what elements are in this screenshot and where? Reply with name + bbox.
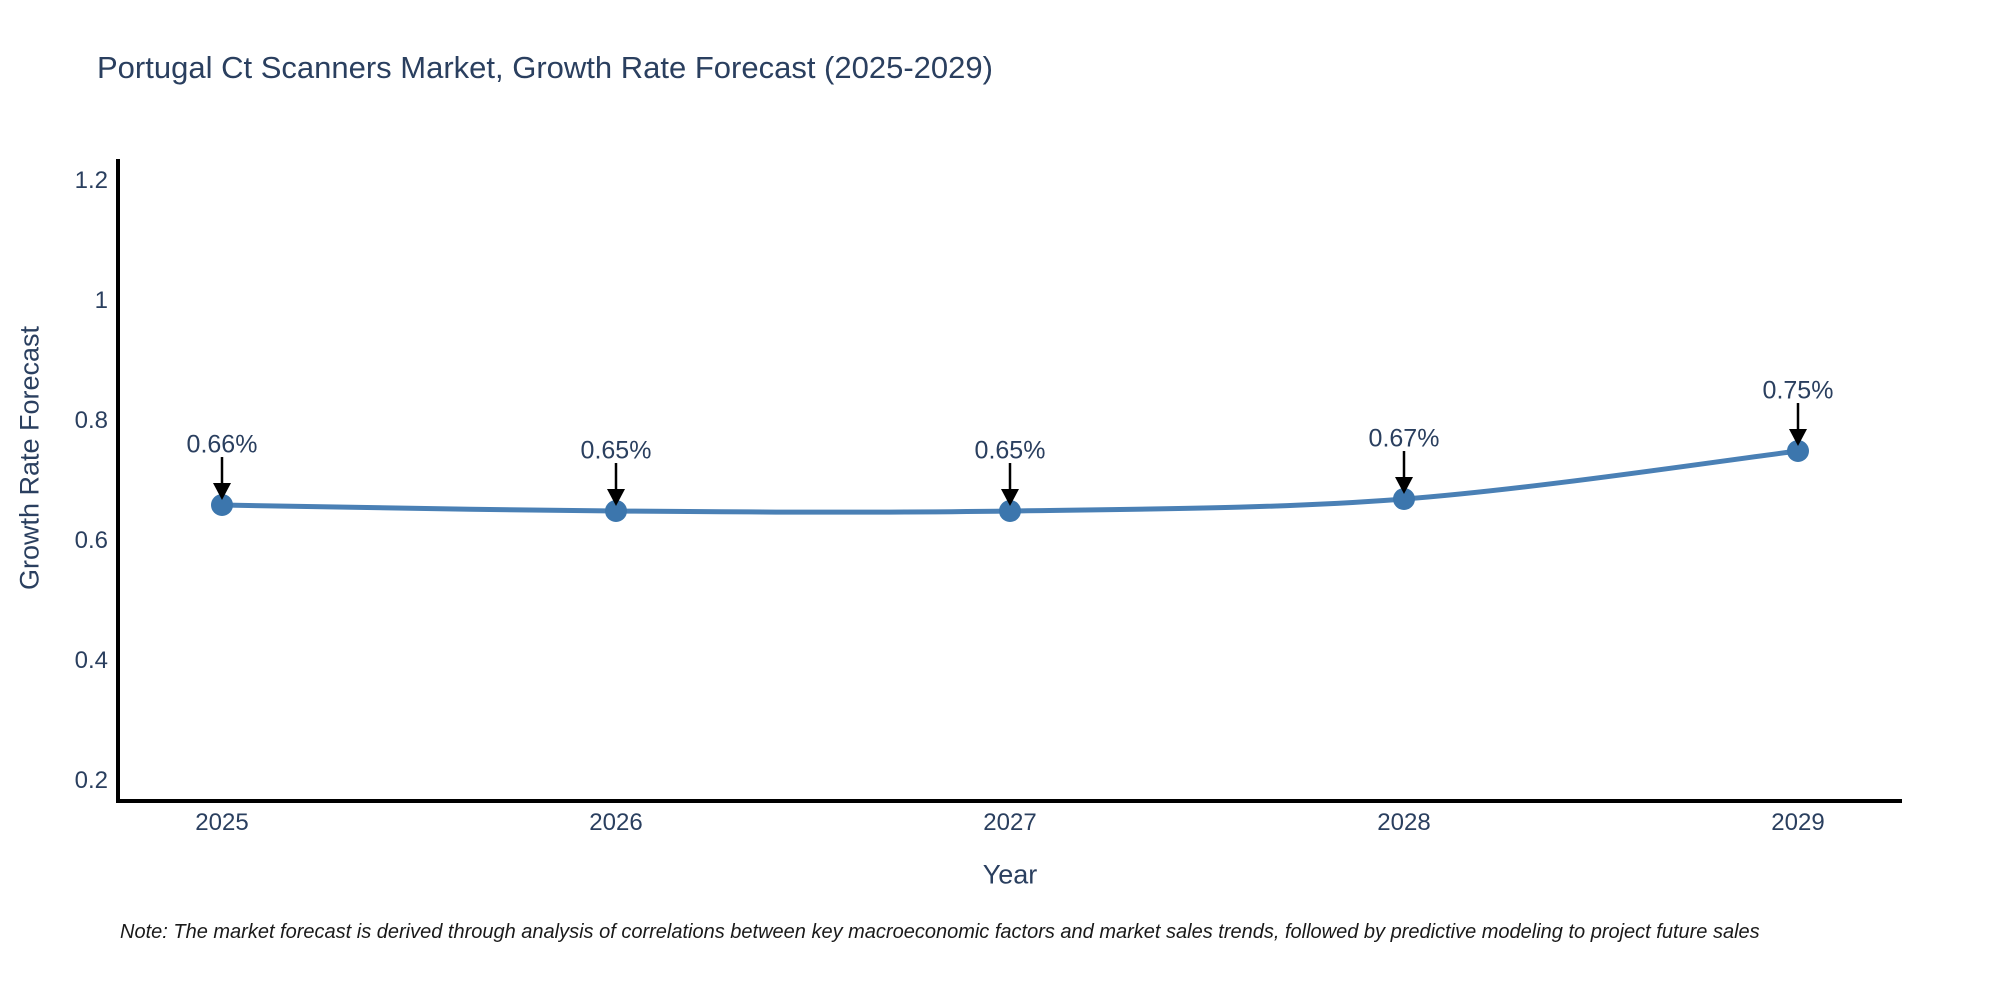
point-label: 0.65%	[580, 436, 652, 465]
annotation-arrow-head	[213, 483, 231, 501]
note-text: Note: The market forecast is derived thr…	[120, 921, 1760, 943]
y-axis-title: Growth Rate Forecast	[14, 325, 45, 591]
y-tick-label: 0.2	[74, 767, 108, 795]
data-point-marker	[1787, 440, 1809, 463]
data-point-marker	[211, 494, 233, 517]
x-tick-label: 2025	[195, 809, 249, 836]
annotation-arrow-head	[1001, 489, 1019, 507]
point-label: 0.75%	[1762, 376, 1834, 405]
data-point-marker	[1393, 488, 1415, 511]
x-tick-label: 2029	[1771, 809, 1825, 836]
point-label: 0.67%	[1368, 424, 1440, 453]
annotation-arrow-head	[1395, 477, 1413, 495]
y-tick-label: 1	[94, 287, 108, 315]
data-point-marker	[999, 500, 1021, 523]
x-tick-label: 2028	[1377, 809, 1431, 836]
x-tick-label: 2027	[983, 809, 1037, 836]
point-label: 0.65%	[974, 436, 1046, 465]
y-tick-label: 0.8	[74, 407, 108, 435]
annotation-arrow-head	[1789, 429, 1807, 447]
y-tick-label: 0.4	[74, 647, 108, 675]
point-label: 0.66%	[186, 430, 258, 459]
annotation-arrow-head	[607, 489, 625, 507]
x-axis-title: Year	[982, 859, 1038, 890]
y-tick-label: 0.6	[74, 527, 108, 555]
x-tick-label: 2026	[589, 809, 643, 836]
chart-title: Portugal Ct Scanners Market, Growth Rate…	[97, 50, 993, 85]
data-point-marker	[605, 500, 627, 523]
y-tick-label: 1.2	[74, 167, 108, 195]
